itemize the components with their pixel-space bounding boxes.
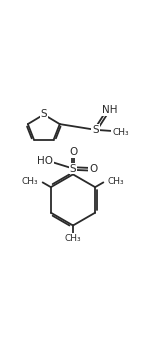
Text: S: S — [70, 164, 76, 173]
Text: CH₃: CH₃ — [112, 128, 129, 137]
Text: O: O — [89, 164, 98, 174]
Text: S: S — [40, 109, 47, 119]
Text: NH: NH — [102, 105, 117, 115]
Text: CH₃: CH₃ — [108, 177, 124, 186]
Text: HO: HO — [37, 156, 53, 166]
Text: S: S — [92, 125, 99, 135]
Text: CH₃: CH₃ — [22, 177, 38, 186]
Text: O: O — [69, 147, 77, 157]
Text: CH₃: CH₃ — [65, 234, 81, 243]
